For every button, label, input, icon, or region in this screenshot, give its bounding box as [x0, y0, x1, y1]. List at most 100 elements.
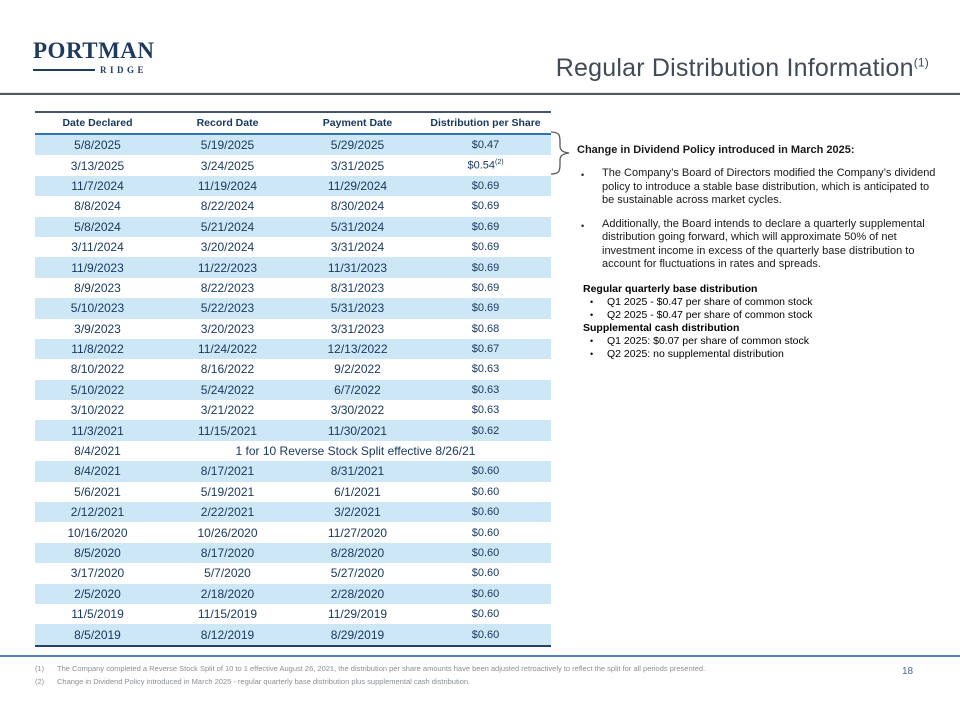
table-cell: $0.69 — [471, 261, 500, 274]
table-cell: 8/30/2024 — [330, 199, 385, 214]
table-cell: 11/30/2021 — [327, 423, 388, 438]
table-cell: 11/29/2024 — [327, 178, 388, 193]
page-title: Regular Distribution Information(1) — [556, 54, 929, 83]
footnote-number: (2) — [35, 676, 45, 686]
column-header-payment-date: Payment Date — [322, 117, 393, 129]
table-row: 8/8/2024 8/22/2024 8/30/2024 $0.69 — [35, 196, 551, 216]
table-cell: $0.69 — [471, 302, 500, 315]
table-cell: 5/8/2025 — [74, 138, 121, 153]
table-cell: $0.47 — [471, 139, 500, 152]
table-cell: 3/9/2023 — [74, 321, 121, 336]
bullet-text: Q1 2025: $0.07 per share of common stock — [607, 335, 809, 347]
table-cell: $0.60 — [471, 526, 500, 539]
table-row: 3/11/2024 3/20/2024 3/31/2024 $0.69 — [35, 237, 551, 257]
table-cell: 11/8/2022 — [71, 342, 124, 357]
bullet-marker: • — [581, 220, 585, 231]
distribution-summary: Regular quarterly base distribution • Q1 … — [583, 283, 943, 361]
table-cell: $0.63 — [471, 404, 500, 417]
table-cell: 11/19/2024 — [197, 178, 258, 193]
table-cell: 8/4/2021 — [74, 464, 121, 479]
header-divider — [0, 92, 960, 95]
column-header-record-date: Record Date — [196, 117, 259, 129]
table-cell: 11/24/2022 — [197, 342, 258, 357]
table-cell: 3/20/2024 — [200, 240, 255, 255]
table-header-row: Date Declared Record Date Payment Date D… — [35, 113, 551, 135]
policy-note: Change in Dividend Policy introduced in … — [577, 144, 941, 282]
table-cell: 3/24/2025 — [200, 158, 255, 173]
table-cell: 8/10/2022 — [70, 362, 125, 377]
brace-icon — [550, 131, 570, 175]
table-cell: $0.60 — [471, 547, 500, 559]
table-row: 2/12/2021 2/22/2021 3/2/2021 $0.60 — [35, 502, 551, 523]
table-cell: 5/10/2022 — [70, 382, 125, 397]
table-cell: $0.60 — [471, 465, 500, 478]
table-cell: 8/4/2021 — [74, 444, 121, 459]
table-row: 8/4/2021 8/17/2021 8/31/2021 $0.60 — [35, 461, 551, 482]
footer-divider — [0, 655, 960, 657]
table-cell: 3/17/2020 — [70, 566, 125, 581]
table-cell: 11/7/2024 — [71, 178, 124, 193]
table-row: 3/17/2020 5/7/2020 5/27/2020 $0.60 — [35, 563, 551, 583]
table-cell: $0.69 — [471, 241, 500, 254]
table-cell: 12/13/2022 — [327, 342, 388, 357]
table-cell: 5/21/2024 — [200, 219, 255, 234]
table-row: 11/9/2023 11/22/2023 11/31/2023 $0.69 — [35, 257, 551, 278]
table-cell: 2/5/2020 — [74, 586, 121, 601]
base-distribution-list: • Q1 2025 - $0.47 per share of common sto… — [583, 296, 943, 322]
bullet-marker: • — [581, 170, 585, 180]
table-cell: 8/5/2020 — [74, 546, 121, 560]
supplemental-distribution-heading: Supplemental cash distribution — [583, 322, 740, 334]
bullet-item: • Q2 2025: no supplemental distribution — [583, 348, 943, 361]
table-row: 8/10/2022 8/16/2022 9/2/2022 $0.63 — [35, 359, 551, 379]
table-cell: $0.60 — [471, 628, 500, 641]
bullet-item: • The Company’s Board of Directors modifi… — [577, 167, 941, 208]
bullet-text: Q1 2025 - $0.47 per share of common stoc… — [607, 296, 813, 308]
table-row: 8/9/2023 8/22/2023 8/31/2023 $0.69 — [35, 278, 551, 298]
table-cell: $0.69 — [471, 281, 500, 294]
footnote: (1) The Company completed a Reverse Stock… — [35, 663, 885, 676]
table-cell: 11/3/2021 — [71, 423, 124, 438]
table-cell: 8/28/2020 — [330, 546, 385, 560]
table-cell: 3/2/2021 — [334, 505, 381, 520]
table-cell: 11/15/2019 — [197, 607, 258, 622]
table-cell: 8/9/2023 — [74, 280, 121, 295]
table-row: 5/8/2024 5/21/2024 5/31/2024 $0.69 — [35, 216, 551, 237]
logo-rule — [33, 69, 95, 71]
page-title-text: Regular Distribution Information — [555, 54, 914, 82]
table-cell: 5/10/2023 — [70, 301, 125, 316]
table-cell: 8/31/2021 — [330, 464, 385, 479]
bullet-marker: • — [590, 310, 594, 320]
table-cell: 2/22/2021 — [200, 505, 255, 520]
table-cell: 8/31/2023 — [330, 280, 385, 295]
table-cell: 5/7/2020 — [204, 566, 251, 581]
table-cell: 5/29/2025 — [330, 138, 385, 153]
supplemental-distribution-list: • Q1 2025: $0.07 per share of common stoc… — [583, 335, 943, 361]
footnote-ref: (2) — [494, 159, 504, 167]
table-cell: 8/29/2019 — [330, 627, 385, 642]
table-cell: 11/31/2023 — [327, 260, 388, 275]
logo-wordmark: PORTMAN — [33, 38, 155, 63]
table-row: 5/8/2025 5/19/2025 5/29/2025 $0.47 — [35, 135, 551, 156]
table-cell: 5/24/2022 — [200, 382, 255, 397]
table-cell: $0.60 — [471, 567, 500, 580]
table-cell: $0.69 — [471, 179, 500, 192]
table-row: 8/4/2021 1 for 10 Reverse Stock Split eff… — [35, 441, 551, 461]
footnotes: (1) The Company completed a Reverse Stock… — [35, 663, 885, 688]
table-cell: 10/26/2020 — [197, 525, 258, 540]
column-header-date-declared: Date Declared — [62, 117, 133, 129]
table-cell: 3/31/2023 — [330, 321, 385, 336]
table-cell: 2/28/2020 — [330, 586, 385, 601]
table-cell: $0.67 — [471, 343, 500, 356]
table-row: 11/5/2019 11/15/2019 11/29/2019 $0.60 — [35, 604, 551, 624]
bullet-text: Q2 2025 - $0.47 per share of common stoc… — [607, 309, 813, 321]
logo-subtitle: RIDGE — [99, 65, 147, 75]
table-cell: 3/31/2025 — [330, 158, 385, 173]
table-cell: 10/16/2020 — [67, 525, 128, 540]
page-number: 18 — [902, 666, 914, 677]
table-cell: 8/17/2021 — [200, 464, 255, 479]
table-cell: $0.60 — [471, 506, 500, 519]
table-cell: 5/6/2021 — [74, 484, 121, 499]
footnote-number: (1) — [35, 664, 45, 673]
table-cell: $0.62 — [471, 424, 500, 437]
distribution-table: Date Declared Record Date Payment Date D… — [35, 111, 551, 647]
